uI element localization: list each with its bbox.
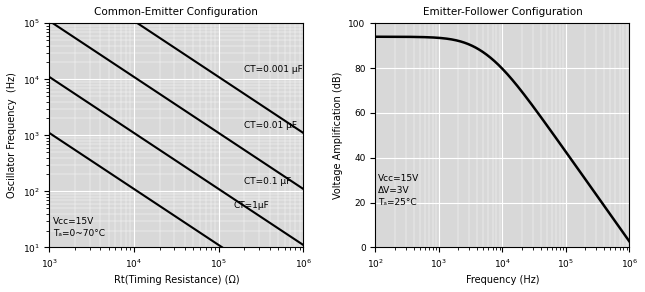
X-axis label: Frequency (Hz): Frequency (Hz) [466, 275, 539, 285]
Text: CT=0.1 μF: CT=0.1 μF [244, 177, 292, 186]
Y-axis label: Oscillator Frequency  (Hz): Oscillator Frequency (Hz) [7, 72, 17, 198]
Text: CT=1μF: CT=1μF [233, 201, 270, 211]
Title: Emitter-Follower Configuration: Emitter-Follower Configuration [422, 7, 582, 17]
Title: Common-Emitter Configuration: Common-Emitter Configuration [94, 7, 259, 17]
Text: CT=0.001 μF: CT=0.001 μF [244, 65, 303, 74]
Text: Vcc=15V
Tₐ=0~70°C: Vcc=15V Tₐ=0~70°C [53, 217, 105, 237]
Text: Vcc=15V
ΔV=3V
Tₐ=25°C: Vcc=15V ΔV=3V Tₐ=25°C [378, 174, 419, 207]
Text: CT=0.01 μF: CT=0.01 μF [244, 121, 297, 130]
Y-axis label: Voltage Amplification (dB): Voltage Amplification (dB) [333, 72, 343, 199]
X-axis label: Rt(Timing Resistance) (Ω): Rt(Timing Resistance) (Ω) [114, 275, 239, 285]
